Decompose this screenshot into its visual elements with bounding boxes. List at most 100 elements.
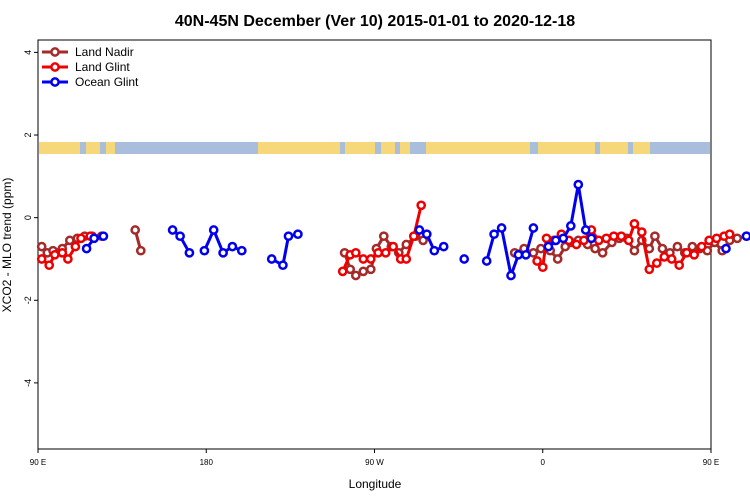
data-point <box>358 266 369 277</box>
x-axis-label: Longitude <box>349 477 402 491</box>
data-point <box>651 258 662 268</box>
surface-type-band <box>39 142 710 154</box>
data-point <box>601 233 612 244</box>
data-point <box>657 243 668 254</box>
surface-band-land <box>633 142 650 154</box>
data-point <box>57 247 68 258</box>
data-point <box>373 247 384 258</box>
data-point <box>579 235 589 246</box>
surface-band-land <box>86 142 100 154</box>
data-point <box>590 243 600 254</box>
data-point <box>528 223 539 233</box>
x-tick-label: 90 E <box>30 458 46 467</box>
data-point <box>616 231 627 242</box>
data-point <box>358 254 369 264</box>
data-point <box>543 241 554 252</box>
legend-label: Land Glint <box>75 60 130 74</box>
data-point <box>350 247 361 258</box>
data-point <box>438 241 449 252</box>
data-point <box>732 233 743 244</box>
data-point <box>184 247 195 258</box>
data-point <box>337 266 348 277</box>
data-point <box>593 235 604 246</box>
data-point <box>49 249 60 260</box>
data-point <box>681 247 692 258</box>
data-point <box>350 270 361 281</box>
data-point <box>236 245 247 256</box>
data-point <box>666 254 677 264</box>
surface-band-land <box>345 142 375 154</box>
data-point <box>89 233 99 244</box>
surface-band-land <box>381 142 395 154</box>
data-point <box>167 225 178 235</box>
legend-label: Land Nadir <box>75 45 134 59</box>
y-tick-label: 0 <box>23 215 33 220</box>
y-axis: 4 2 0 -2 -4 <box>23 50 38 387</box>
data-point <box>571 239 582 250</box>
data-point <box>565 221 576 231</box>
surface-band-land <box>258 142 340 154</box>
data-point <box>414 225 425 235</box>
surface-band-land <box>400 142 410 154</box>
data-point <box>135 245 146 256</box>
data-point <box>721 243 731 254</box>
y-tick-label: -4 <box>23 379 33 387</box>
chart-title: 40N-45N December (Ver 10) 2015-01-01 to … <box>175 13 575 30</box>
data-point <box>586 233 597 244</box>
data-point <box>266 254 277 264</box>
data-point <box>459 254 470 264</box>
y-tick-label: 4 <box>23 50 33 55</box>
data-point <box>429 245 440 256</box>
data-point <box>672 241 683 252</box>
data-point <box>278 260 288 271</box>
data-point <box>521 249 531 260</box>
series-ocean-glint <box>81 179 750 281</box>
data-point <box>629 218 640 229</box>
data-point <box>573 179 584 190</box>
data-point <box>380 247 391 258</box>
x-tick-label: 180 <box>200 458 214 467</box>
surface-band-land <box>39 142 80 154</box>
data-point <box>623 235 634 246</box>
x-tick-label: 0 <box>541 458 546 467</box>
data-point <box>552 254 563 264</box>
data-point <box>650 231 660 242</box>
legend-item: Land Nadir <box>42 45 134 59</box>
data-point <box>496 223 507 233</box>
data-point <box>674 260 685 271</box>
data-point <box>388 241 399 252</box>
x-axis: 90 E 180 90 W 0 90 E <box>30 449 719 467</box>
surface-band-land <box>600 142 628 154</box>
data-point <box>44 260 55 271</box>
data-point <box>528 247 539 258</box>
legend-item: Ocean Glint <box>42 75 139 89</box>
series-layer <box>36 179 750 281</box>
data-point <box>689 249 700 260</box>
data-point <box>378 231 389 242</box>
x-tick-label: 90 W <box>365 458 384 467</box>
x-tick-label: 90 E <box>703 458 719 467</box>
surface-band-land <box>106 142 115 154</box>
data-point <box>421 229 432 240</box>
data-point <box>36 254 47 264</box>
legend-marker <box>50 77 60 87</box>
legend-item: Land Glint <box>42 60 130 74</box>
data-point <box>199 245 210 256</box>
data-point <box>98 231 109 242</box>
data-point <box>513 249 524 260</box>
data-point <box>696 241 707 252</box>
y-tick-label: -2 <box>23 296 33 304</box>
data-point <box>481 256 492 266</box>
data-point <box>365 254 376 264</box>
legend-marker <box>50 62 60 72</box>
data-point <box>608 231 619 242</box>
data-point <box>408 231 419 242</box>
data-point <box>365 264 376 275</box>
data-point <box>227 241 238 252</box>
data-point <box>283 231 294 242</box>
data-point <box>704 235 714 246</box>
data-point <box>175 231 185 242</box>
surface-band-land <box>426 142 530 154</box>
